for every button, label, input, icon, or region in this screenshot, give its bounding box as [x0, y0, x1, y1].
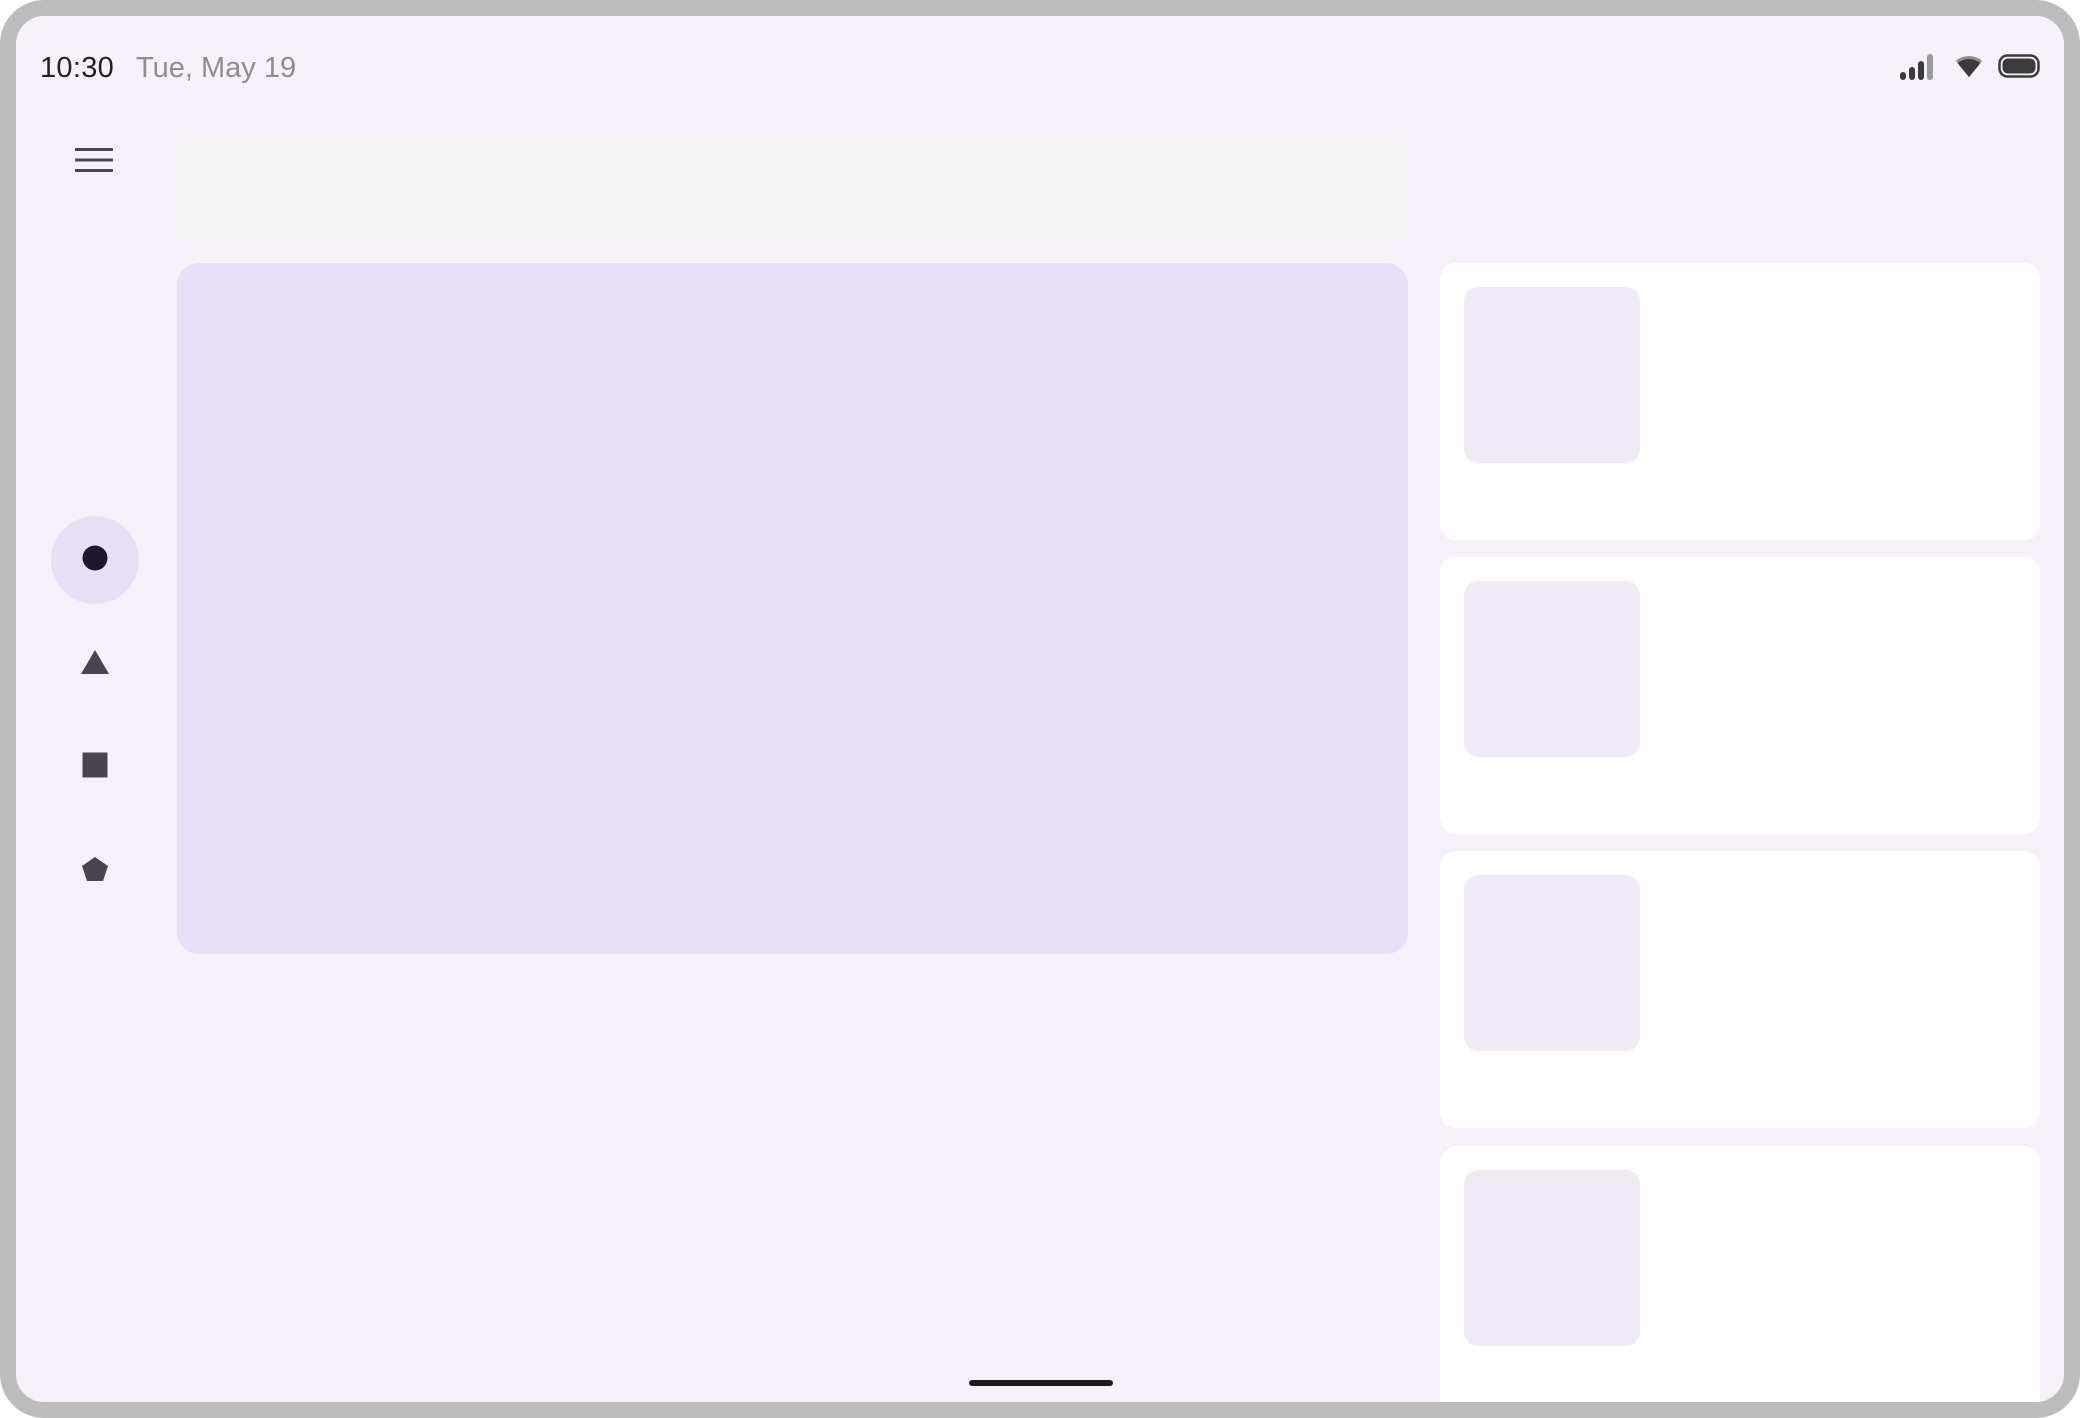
- list-item[interactable]: [1440, 851, 2040, 1128]
- list-item-thumbnail: [1464, 287, 1640, 463]
- pentagon-icon: [81, 856, 109, 887]
- battery-icon: [1998, 53, 2040, 83]
- home-indicator[interactable]: [969, 1380, 1113, 1386]
- nav-item-pentagon[interactable]: [51, 827, 139, 915]
- status-date: Tue, May 19: [136, 52, 297, 84]
- list-item-thumbnail: [1464, 875, 1640, 1051]
- status-icons: [1900, 48, 2040, 88]
- list-item[interactable]: [1440, 557, 2040, 834]
- nav-item-triangle[interactable]: [51, 620, 139, 708]
- list-item[interactable]: [1440, 263, 2040, 540]
- wifi-icon: [1954, 53, 1984, 84]
- search-bar-placeholder[interactable]: [177, 136, 1406, 242]
- nav-item-circle[interactable]: [51, 516, 139, 604]
- square-icon: [82, 752, 108, 783]
- menu-icon: [75, 146, 113, 179]
- hero-card[interactable]: [177, 263, 1408, 954]
- list-item[interactable]: [1440, 1146, 2040, 1402]
- list-item-thumbnail: [1464, 1170, 1640, 1346]
- signal-icon: [1900, 52, 1940, 85]
- status-time: 10:30: [40, 52, 115, 84]
- menu-button[interactable]: [66, 134, 122, 190]
- list-item-thumbnail: [1464, 581, 1640, 757]
- nav-item-square[interactable]: [51, 723, 139, 811]
- triangle-icon: [80, 649, 110, 680]
- circle-icon: [81, 544, 109, 577]
